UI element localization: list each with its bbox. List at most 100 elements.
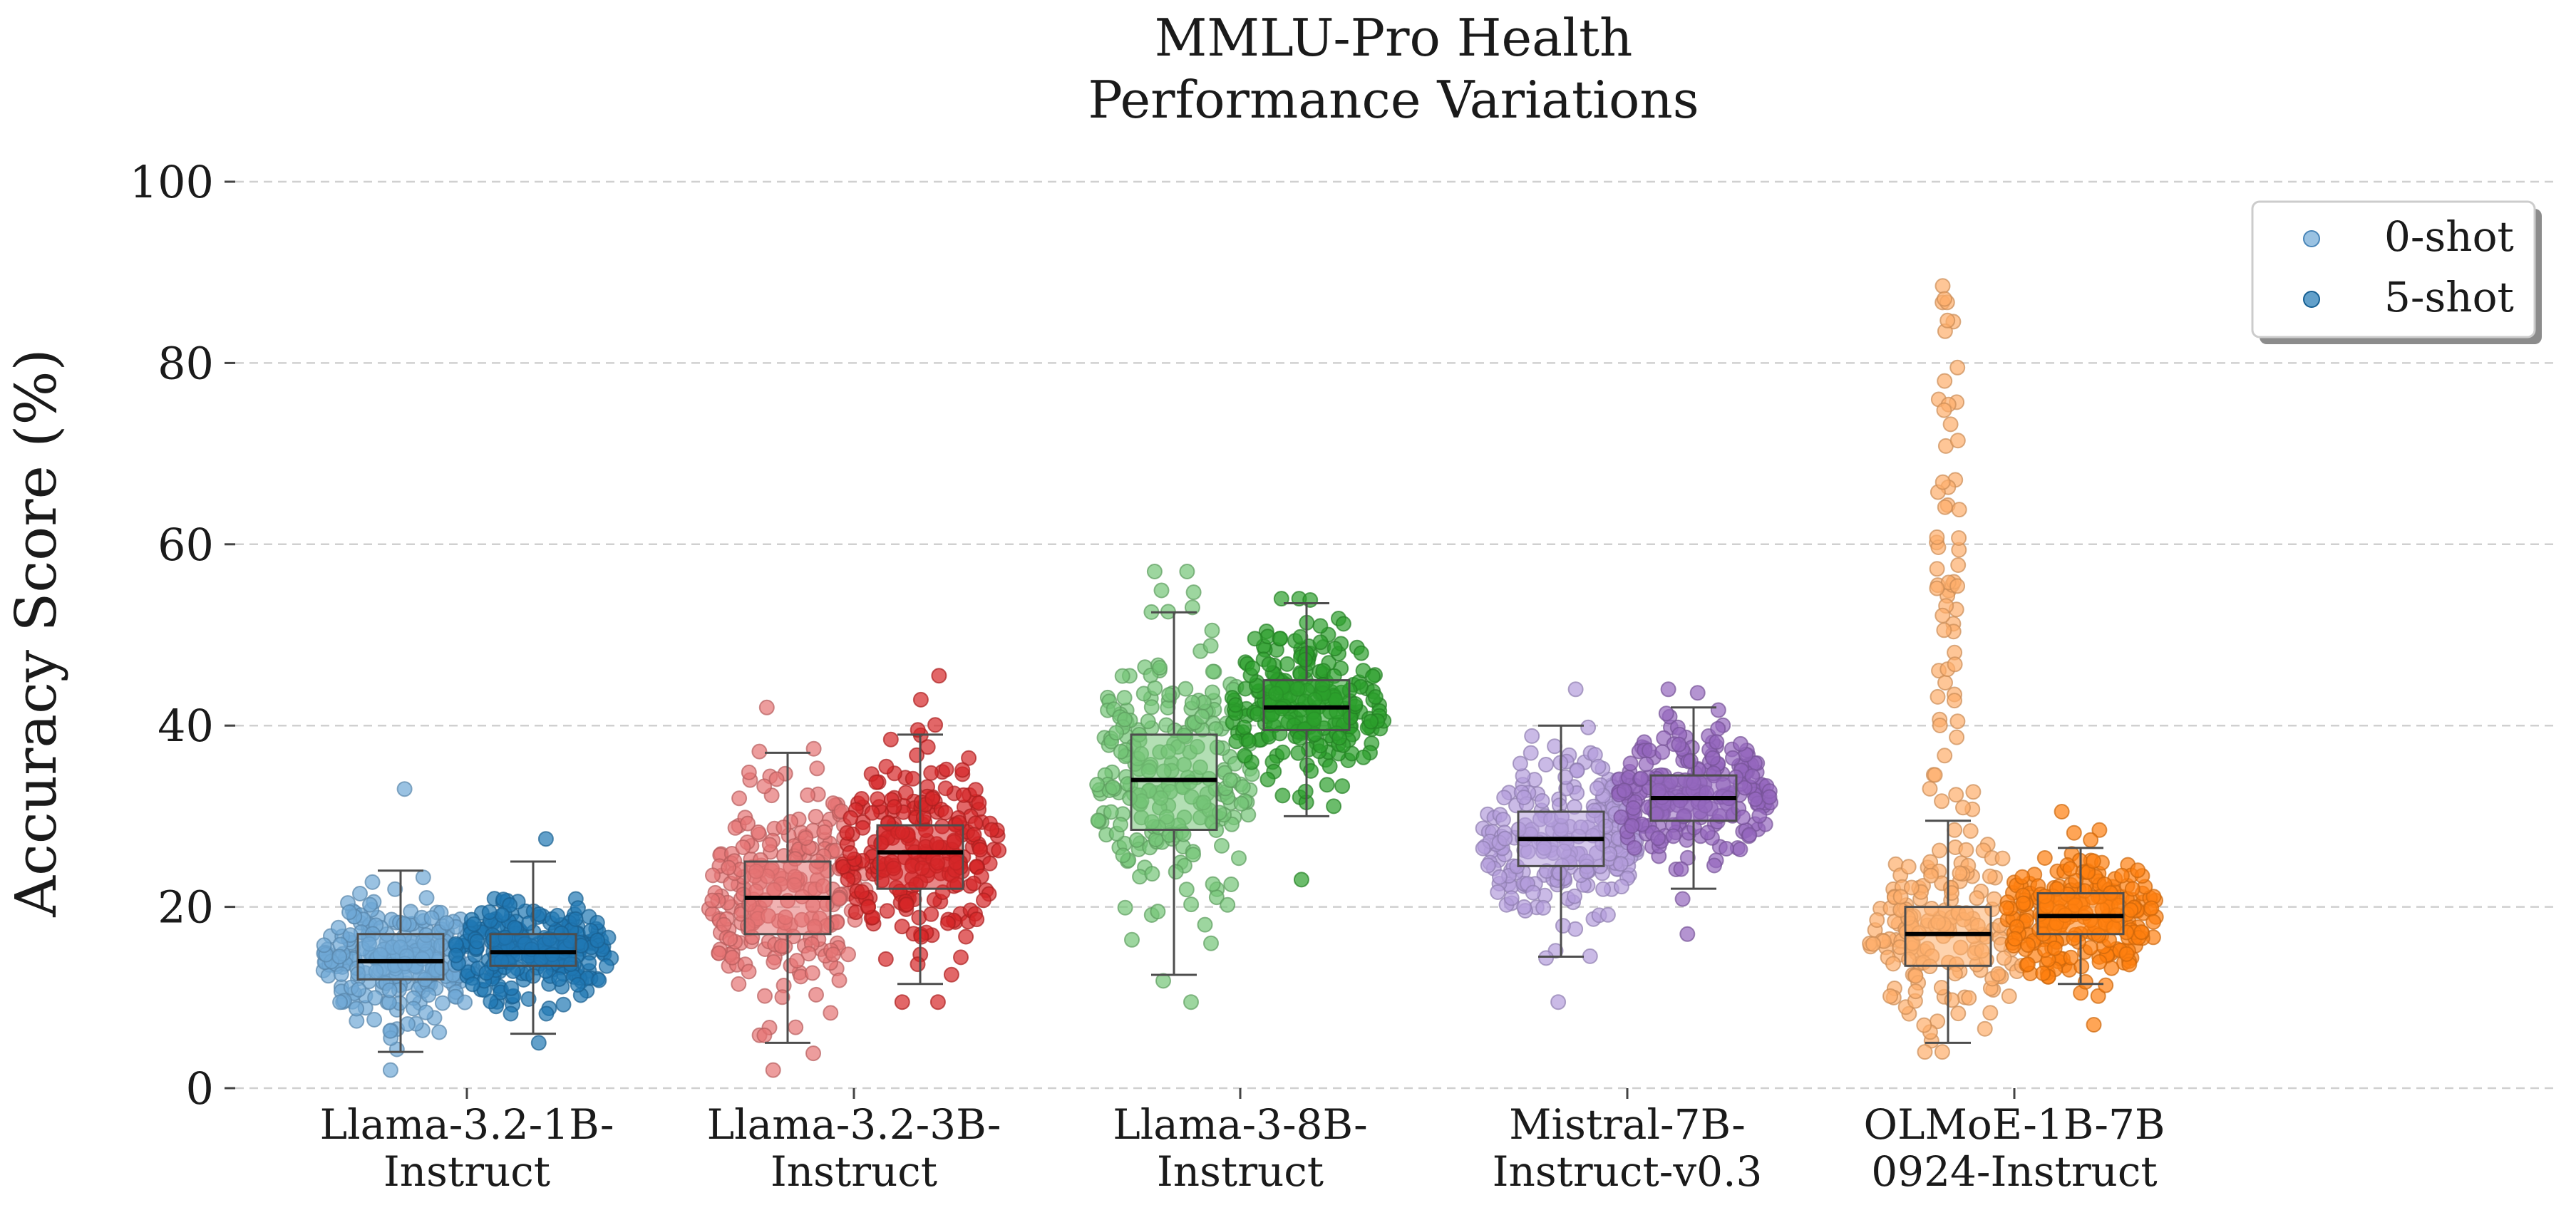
- strip-point-5-shot: [1247, 631, 1263, 647]
- strip-point-5-shot: [868, 774, 885, 790]
- strip-point-0-shot: [1105, 780, 1121, 795]
- strip-point-0-shot: [1235, 779, 1251, 795]
- strip-point-5-shot: [483, 993, 499, 1010]
- strip-point-0-shot: [1949, 578, 1966, 594]
- strip-point-5-shot: [2090, 988, 2106, 1004]
- strip-point-5-shot: [503, 1005, 519, 1022]
- strip-point-5-shot: [905, 770, 921, 787]
- strip-point-0-shot: [1934, 1044, 1950, 1060]
- strip-point-0-shot: [418, 1004, 434, 1020]
- strip-point-5-shot: [1335, 616, 1351, 632]
- strip-point-0-shot: [1947, 966, 1963, 982]
- strip-point-0-shot: [1950, 1005, 1967, 1022]
- strip-point-5-shot: [2019, 956, 2036, 973]
- strip-point-0-shot: [333, 966, 349, 982]
- strip-point-0-shot: [1108, 725, 1125, 741]
- strip-point-0-shot: [1865, 936, 1881, 952]
- strip-point-5-shot: [1227, 697, 1244, 713]
- strip-point-5-shot: [1741, 827, 1758, 843]
- strip-point-0-shot: [1233, 795, 1250, 812]
- strip-point-0-shot: [722, 931, 738, 947]
- strip-point-5-shot: [1292, 730, 1308, 746]
- strip-point-0-shot: [1580, 719, 1597, 735]
- strip-point-5-shot: [969, 911, 985, 928]
- strip-point-0-shot: [731, 976, 747, 992]
- strip-point-0-shot: [740, 815, 756, 832]
- strip-point-0-shot: [1220, 896, 1236, 913]
- strip-point-0-shot: [805, 1045, 821, 1062]
- strip-point-0-shot: [457, 994, 473, 1010]
- strip-point-5-shot: [1633, 770, 1649, 787]
- strip-point-0-shot: [1951, 502, 1967, 518]
- boxplot-5-shot-2: [1262, 601, 1351, 817]
- strip-point-5-shot: [886, 799, 902, 815]
- strip-point-0-shot: [1944, 885, 1959, 901]
- strip-point-0-shot: [1599, 906, 1616, 923]
- strip-point-5-shot: [991, 842, 1007, 859]
- boxplot-0-shot-4: [1904, 820, 1992, 1044]
- strip-point-5-shot: [567, 911, 584, 927]
- box-iqr: [489, 933, 577, 967]
- strip-point-0-shot: [1923, 867, 1939, 884]
- strip-point-0-shot: [1516, 899, 1532, 915]
- strip-point-5-shot: [1322, 758, 1338, 775]
- strip-point-5-shot: [965, 875, 982, 891]
- strip-point-0-shot: [716, 916, 732, 933]
- strip-point-0-shot: [1937, 499, 1953, 515]
- strip-point-0-shot: [1949, 433, 1966, 449]
- strip-point-5-shot: [598, 958, 614, 974]
- strip-point-5-shot: [1665, 828, 1681, 844]
- strip-point-5-shot: [2133, 924, 2150, 940]
- strip-point-0-shot: [1955, 800, 1971, 816]
- strip-point-0-shot: [1947, 656, 1963, 673]
- strip-point-0-shot: [1947, 693, 1962, 709]
- strip-point-5-shot: [1999, 900, 2015, 916]
- strip-point-5-shot: [1240, 733, 1257, 749]
- strip-point-0-shot: [1927, 767, 1943, 783]
- strip-point-5-shot: [1363, 713, 1379, 730]
- strip-point-0-shot: [724, 949, 741, 966]
- strip-point-0-shot: [1552, 865, 1567, 881]
- strip-point-0-shot: [1937, 675, 1953, 691]
- box-layer: [356, 601, 2125, 1053]
- strip-point-5-shot: [971, 795, 987, 811]
- strip-point-0-shot: [1942, 416, 1959, 433]
- strip-point-5-shot: [909, 747, 925, 763]
- strip-point-0-shot: [431, 1024, 448, 1040]
- strip-point-5-shot: [910, 956, 926, 973]
- strip-point-0-shot: [1179, 564, 1195, 579]
- strip-point-5-shot: [912, 691, 929, 708]
- strip-point-0-shot: [1929, 580, 1945, 596]
- strip-point-0-shot: [1907, 983, 1924, 1000]
- strip-point-0-shot: [1965, 784, 1982, 800]
- strip-point-5-shot: [1699, 824, 1716, 841]
- strip-point-0-shot: [352, 886, 368, 901]
- strip-point-5-shot: [1312, 634, 1329, 651]
- strip-point-5-shot: [1237, 748, 1253, 764]
- strip-point-0-shot: [1936, 402, 1952, 418]
- boxplot-0-shot-0: [356, 869, 445, 1053]
- strip-point-0-shot: [721, 859, 737, 876]
- strip-point-0-shot: [1569, 762, 1585, 779]
- strip-point-5-shot: [984, 822, 1000, 838]
- strip-point-5-shot: [1710, 720, 1726, 737]
- strip-point-0-shot: [1612, 856, 1629, 872]
- strip-point-0-shot: [840, 946, 856, 963]
- strip-point-5-shot: [864, 805, 880, 821]
- strip-point-0-shot: [367, 990, 383, 1006]
- strip-point-5-shot: [1638, 756, 1654, 772]
- strip-point-5-shot: [1654, 744, 1671, 760]
- strip-point-5-shot: [1292, 629, 1309, 645]
- strip-point-0-shot: [1977, 1020, 1993, 1037]
- strip-point-0-shot: [1140, 713, 1156, 730]
- strip-point-0-shot: [1168, 864, 1184, 880]
- strip-point-0-shot: [1223, 877, 1240, 892]
- strip-point-5-shot: [2046, 940, 2063, 956]
- strip-point-0-shot: [1613, 879, 1629, 895]
- strip-point-0-shot: [1934, 607, 1951, 624]
- strip-point-5-shot: [2098, 977, 2114, 993]
- strip-point-0-shot: [705, 867, 721, 884]
- strip-point-0-shot: [1492, 869, 1508, 885]
- strip-point-0-shot: [1117, 711, 1133, 728]
